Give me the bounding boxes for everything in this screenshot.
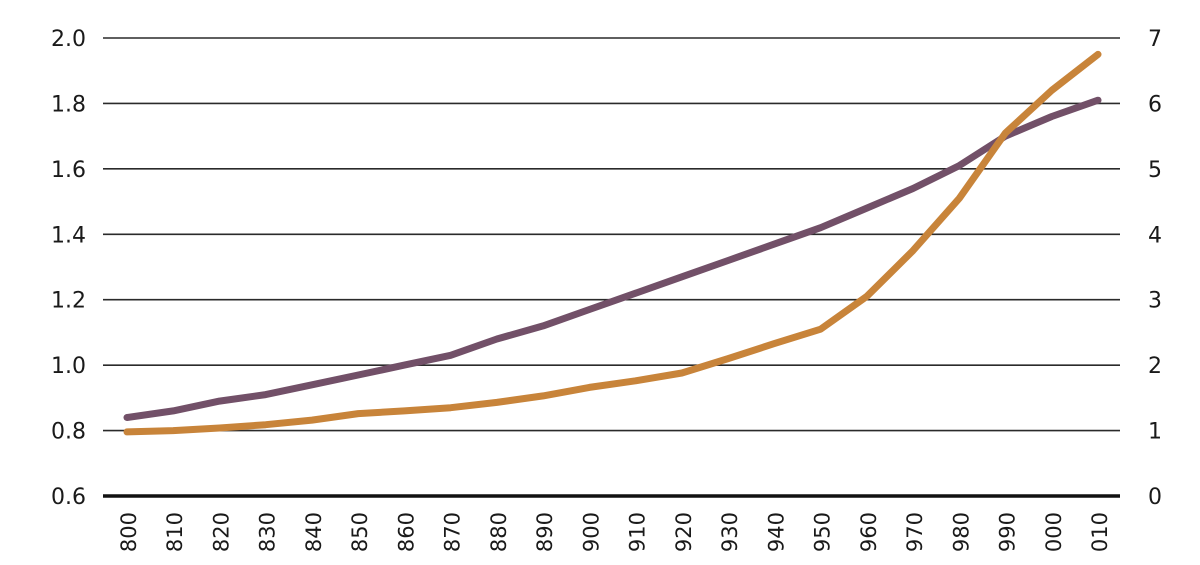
left-y-tick-label: 0.8 xyxy=(51,420,86,445)
x-tick-label: 990 xyxy=(996,512,1020,552)
x-tick-label: 890 xyxy=(533,512,557,552)
right-y-tick-label: 2 xyxy=(1148,354,1162,379)
left-y-axis: 0.6 0.8 1.0 1.2 1.4 1.6 1.8 2.0 xyxy=(51,27,86,510)
left-y-tick-label: 0.6 xyxy=(51,485,86,510)
right-y-tick-label: 7 xyxy=(1148,27,1162,52)
x-tick-label: 820 xyxy=(209,512,233,552)
x-tick-label: 840 xyxy=(302,512,326,552)
left-y-tick-label: 1.0 xyxy=(51,354,86,379)
right-y-tick-label: 1 xyxy=(1148,420,1162,445)
right-y-tick-label: 6 xyxy=(1148,92,1162,117)
left-y-tick-label: 1.8 xyxy=(51,92,86,117)
x-tick-label: 810 xyxy=(163,512,187,552)
x-tick-label: 970 xyxy=(903,512,927,552)
right-y-tick-label: 0 xyxy=(1148,485,1162,510)
x-tick-label: 920 xyxy=(672,512,696,552)
left-y-tick-label: 1.2 xyxy=(51,289,86,314)
x-tick-label: 010 xyxy=(1088,512,1112,552)
x-tick-label: 930 xyxy=(718,512,742,552)
x-tick-label: 860 xyxy=(394,512,418,552)
x-tick-label: 830 xyxy=(256,512,280,552)
series-line-2 xyxy=(123,50,1102,436)
right-y-tick-label: 5 xyxy=(1148,158,1162,183)
left-y-tick-label: 2.0 xyxy=(51,27,86,52)
left-y-tick-label: 1.6 xyxy=(51,158,86,183)
right-y-tick-label: 4 xyxy=(1148,223,1162,248)
x-tick-label: 960 xyxy=(857,512,881,552)
right-y-tick-label: 3 xyxy=(1148,289,1162,314)
x-axis: 800 810 820 830 840 850 860 870 880 890 900 910 920 9… xyxy=(117,512,1112,552)
x-tick-label: 910 xyxy=(626,512,650,552)
series-line-1 xyxy=(123,96,1102,421)
x-tick-label: 980 xyxy=(949,512,973,552)
x-tick-label: 940 xyxy=(764,512,788,552)
x-tick-label: 000 xyxy=(1042,512,1066,552)
x-tick-label: 800 xyxy=(117,512,141,552)
x-tick-label: 950 xyxy=(811,512,835,552)
left-y-tick-label: 1.4 xyxy=(51,223,86,248)
series-lines xyxy=(123,50,1102,436)
right-y-axis: 0 1 2 3 4 5 6 7 xyxy=(1148,27,1162,510)
x-tick-label: 870 xyxy=(441,512,465,552)
x-tick-label: 900 xyxy=(579,512,603,552)
x-tick-label: 880 xyxy=(487,512,511,552)
x-tick-label: 850 xyxy=(348,512,372,552)
gridlines xyxy=(103,37,1120,498)
